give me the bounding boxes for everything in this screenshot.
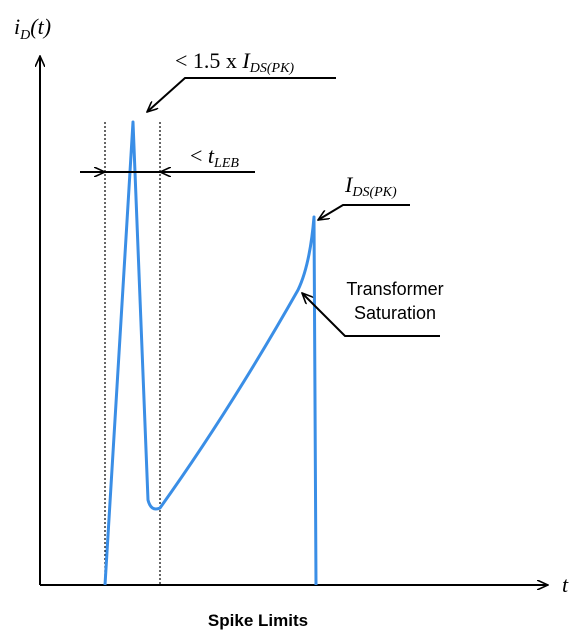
label-main: I xyxy=(241,48,251,73)
label-suffix: (t) xyxy=(30,14,51,39)
label-sub: D xyxy=(19,28,30,43)
caption: Spike Limits xyxy=(208,611,308,630)
saturation-callout xyxy=(302,293,440,337)
leb-label: < tLEB xyxy=(190,143,239,171)
label-prefix: < 1.5 x xyxy=(175,48,242,73)
spike-limit-label: < 1.5 x IDS(PK) xyxy=(175,48,294,76)
label-sub: LEB xyxy=(213,156,239,171)
label-main: t xyxy=(208,143,215,168)
peak-label: IDS(PK) xyxy=(344,172,397,200)
x-axis-label: t xyxy=(562,572,569,597)
current-waveform xyxy=(103,120,318,586)
label-main: i xyxy=(14,14,20,39)
y-axis-label: iD(t) xyxy=(14,14,51,43)
spike-limit-callout xyxy=(147,77,336,112)
label-sub: DS(PK) xyxy=(249,61,295,76)
peak-callout xyxy=(318,204,410,220)
label-main: I xyxy=(344,172,354,197)
label-sub: DS(PK) xyxy=(351,185,397,200)
saturation-line-1: Transformer xyxy=(346,279,443,299)
label-prefix: < xyxy=(190,143,208,168)
saturation-line-2: Saturation xyxy=(354,303,436,323)
